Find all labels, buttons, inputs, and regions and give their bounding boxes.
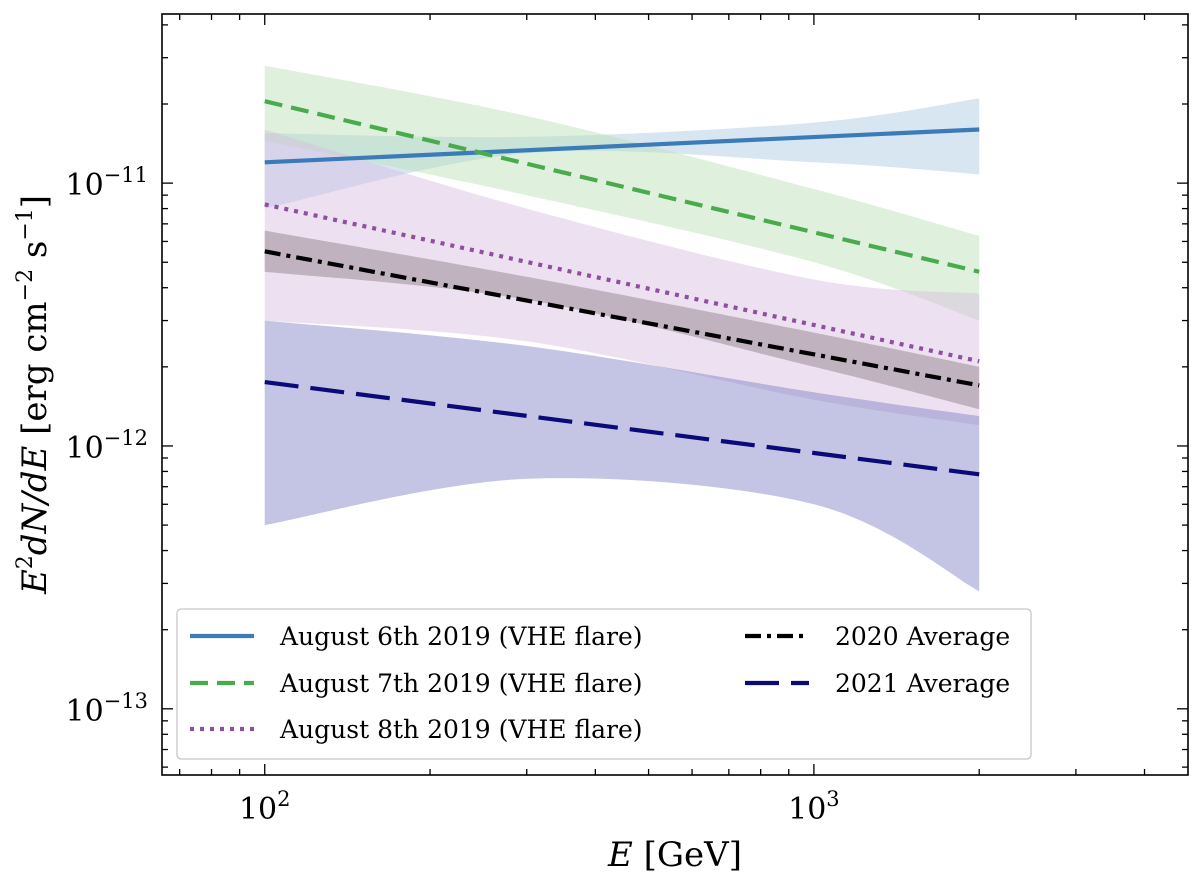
line-2020-average: [264, 249, 980, 388]
y-axis-label: E2dN/dE [erg cm−2 s−1]: [13, 195, 55, 595]
axis-ticks: [162, 14, 1188, 775]
legend: August 6th 2019 (VHE flare) August 7th 20…: [176, 608, 1032, 760]
y-tick-label: 10−11: [65, 163, 148, 203]
x-tick-label: 103: [788, 787, 840, 827]
legend-box: [176, 608, 1032, 760]
y-tick-label: 10−12: [65, 426, 148, 466]
plot-frame: [161, 13, 1189, 776]
x-tick-label: 102: [239, 787, 291, 827]
x-axis-label: E [GeV]: [607, 835, 742, 875]
axis-labels: E [GeV] E2dN/dE [erg cm−2 s−1]: [13, 195, 742, 875]
line-august-6th-2019-vhe-flare: [264, 127, 980, 165]
y-tick-label: 10−13: [65, 689, 148, 729]
tick-labels: 102 103 10−11 10−12 10−13: [65, 163, 839, 827]
line-august-8th-2019-vhe-flare: [264, 202, 980, 364]
legend-label-august-8th-2019-vhe-flare: August 8th 2019 (VHE flare): [279, 715, 643, 744]
legend-label-2020-average: 2020 Average: [835, 622, 1010, 651]
band-2020-average: [264, 230, 980, 410]
legend-label-2021-average: 2021 Average: [835, 669, 1010, 698]
line-august-7th-2019-vhe-flare: [264, 99, 980, 274]
legend-label-august-6th-2019-vhe-flare: August 6th 2019 (VHE flare): [279, 622, 643, 651]
band-2021-average: [264, 320, 980, 592]
band-august-7th-2019-vhe-flare: [264, 65, 980, 321]
band-august-6th-2019-vhe-flare: [264, 98, 980, 209]
line-2021-average: [264, 380, 980, 477]
legend-label-august-7th-2019-vhe-flare: August 7th 2019 (VHE flare): [279, 669, 643, 698]
series-lines: [264, 99, 980, 477]
